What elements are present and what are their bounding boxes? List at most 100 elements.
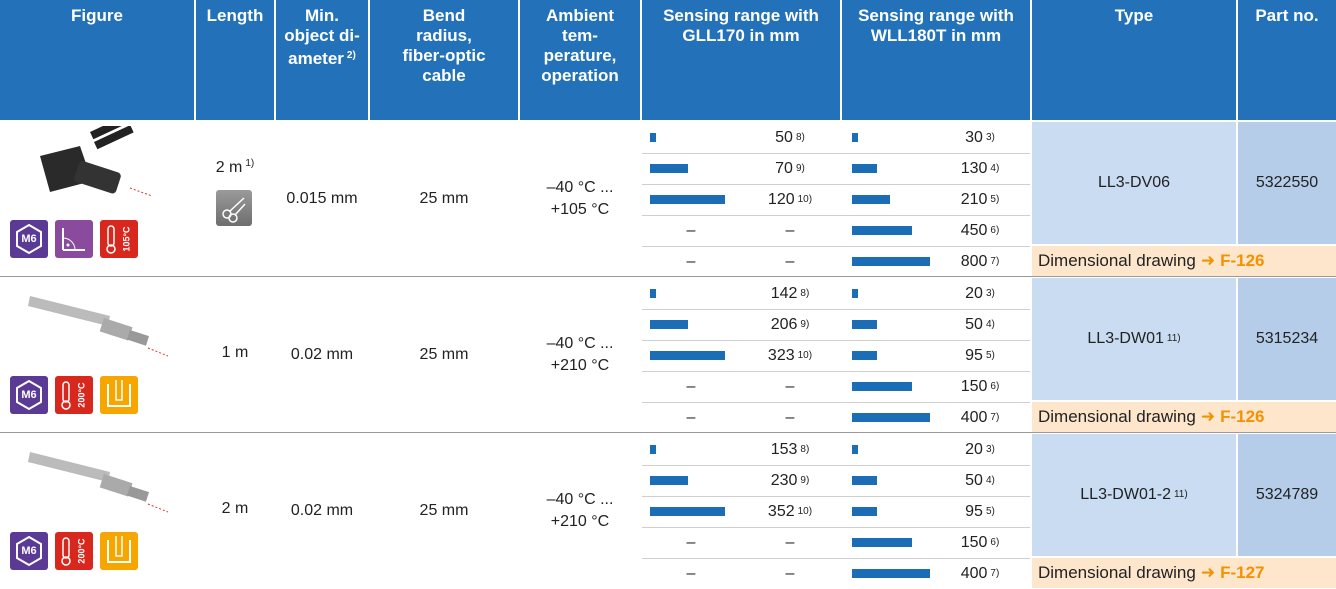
range-bar	[650, 164, 688, 173]
range-number: –	[785, 377, 795, 395]
header-text: cable	[422, 66, 466, 85]
footnote: 6)	[990, 380, 1000, 392]
header-line: GLL170 in mm	[642, 26, 840, 46]
subrow-line	[642, 184, 1030, 185]
range-number: 50	[965, 315, 983, 333]
footnote: 8)	[800, 287, 810, 299]
header-line: Ambient	[520, 6, 640, 26]
range-value: 70 9)	[740, 153, 840, 184]
footnote: 9)	[800, 474, 810, 486]
icon	[55, 220, 93, 258]
drawing-ref-id: F-127	[1220, 563, 1265, 582]
header-text: ameter	[288, 49, 344, 68]
header-line: radius,	[370, 26, 518, 46]
range-value: –	[740, 402, 840, 433]
range-value: 210 5)	[930, 184, 1030, 215]
icon: M6	[10, 376, 48, 414]
range-value: 20 3)	[930, 278, 1030, 309]
footnote: 5)	[990, 193, 1000, 205]
header-text: tem-	[562, 26, 598, 45]
range-bar	[852, 289, 858, 298]
footnote: 3)	[985, 287, 995, 299]
range-bar	[650, 507, 725, 516]
header-cell: Part no.	[1238, 0, 1336, 120]
range-number: –	[785, 221, 795, 239]
subrow-line	[642, 527, 1030, 528]
footnote: 5)	[985, 505, 995, 517]
header-text: Figure	[71, 6, 123, 25]
icon: M6	[10, 220, 48, 258]
part-no: 5324789	[1238, 434, 1336, 556]
type-cell: LL3-DW01-2 11)	[1032, 434, 1236, 556]
range-value: 153 8)	[740, 434, 840, 465]
header-text: WLL180T in mm	[870, 26, 1002, 45]
part-no: 5322550	[1238, 122, 1336, 244]
range-bar	[650, 476, 688, 485]
range-number: –	[785, 252, 795, 270]
drawing-label: Dimensional drawing	[1038, 251, 1196, 270]
footnote: 10)	[797, 505, 813, 517]
range-number: 120	[767, 190, 795, 208]
subrow-line	[642, 496, 1030, 497]
temperature-line: +210 °C	[550, 357, 610, 374]
header-text: Min.	[305, 6, 339, 25]
icon-label: M6	[21, 389, 37, 401]
range-number: 50	[775, 128, 793, 146]
temperature: –40 °C ... +210 °C	[520, 278, 640, 432]
range-number: –	[785, 408, 795, 426]
temperature: –40 °C ... +105 °C	[520, 122, 640, 276]
range-value: 50 4)	[930, 309, 1030, 340]
footnote: 9)	[800, 318, 810, 330]
header-cell: Length	[196, 0, 274, 120]
range-value: 800 7)	[930, 246, 1030, 277]
header-line: ameter 2)	[276, 46, 368, 69]
range-value: 450 6)	[930, 215, 1030, 246]
subrow-line	[642, 153, 1030, 154]
range-value: –	[740, 527, 840, 558]
temperature-line: +105 °C	[550, 201, 610, 218]
footnote: 9)	[795, 162, 805, 174]
subrow-line	[642, 465, 1030, 466]
length: 2 m	[196, 500, 274, 524]
icon-label: 105°C	[122, 226, 132, 252]
bar-dash: –	[686, 377, 696, 395]
header-cell: Ambient tem-perature, operation	[520, 0, 640, 120]
icon: 200°C	[55, 532, 93, 570]
header-line: object di-	[276, 26, 368, 46]
footnote: 6)	[990, 536, 1000, 548]
range-number: 20	[965, 440, 983, 458]
range-bar	[852, 164, 877, 173]
range-value: 400 7)	[930, 402, 1030, 433]
footnote: 7)	[990, 567, 1000, 579]
drawing-ref: Dimensional drawing ➜ F-126	[1032, 402, 1336, 432]
range-value: 120 10)	[740, 184, 840, 215]
range-value: 30 3)	[930, 122, 1030, 153]
range-number: 150	[960, 377, 988, 395]
range-number: 400	[960, 408, 988, 426]
header-text: object di-	[284, 26, 360, 45]
range-value: 323 10)	[740, 340, 840, 371]
bend-radius: 25 mm	[419, 190, 469, 207]
type-cell: LL3-DV06	[1032, 122, 1236, 244]
header-line: Figure	[0, 6, 194, 26]
drawing-ref-id: F-126	[1220, 251, 1265, 270]
drawing-label: Dimensional drawing	[1038, 407, 1196, 426]
range-number: 400	[960, 564, 988, 582]
footnote: 4)	[990, 162, 1000, 174]
header-cell: Min. object di-ameter 2)	[276, 0, 368, 120]
range-bar	[852, 320, 877, 329]
header-line: Sensing range with	[842, 6, 1030, 26]
range-value: –	[740, 558, 840, 589]
product-image	[20, 438, 180, 524]
drawing-ref-id: F-126	[1220, 407, 1265, 426]
bend-radius: 25 mm	[419, 346, 469, 363]
footnote: 6)	[990, 224, 1000, 236]
header-line: WLL180T in mm	[842, 26, 1030, 46]
header-line: perature,	[520, 46, 640, 66]
range-number: 210	[960, 190, 988, 208]
range-number: 70	[775, 159, 793, 177]
footnote: 3)	[985, 443, 995, 455]
row-separator	[0, 276, 1336, 277]
header-text: Ambient	[546, 6, 614, 25]
